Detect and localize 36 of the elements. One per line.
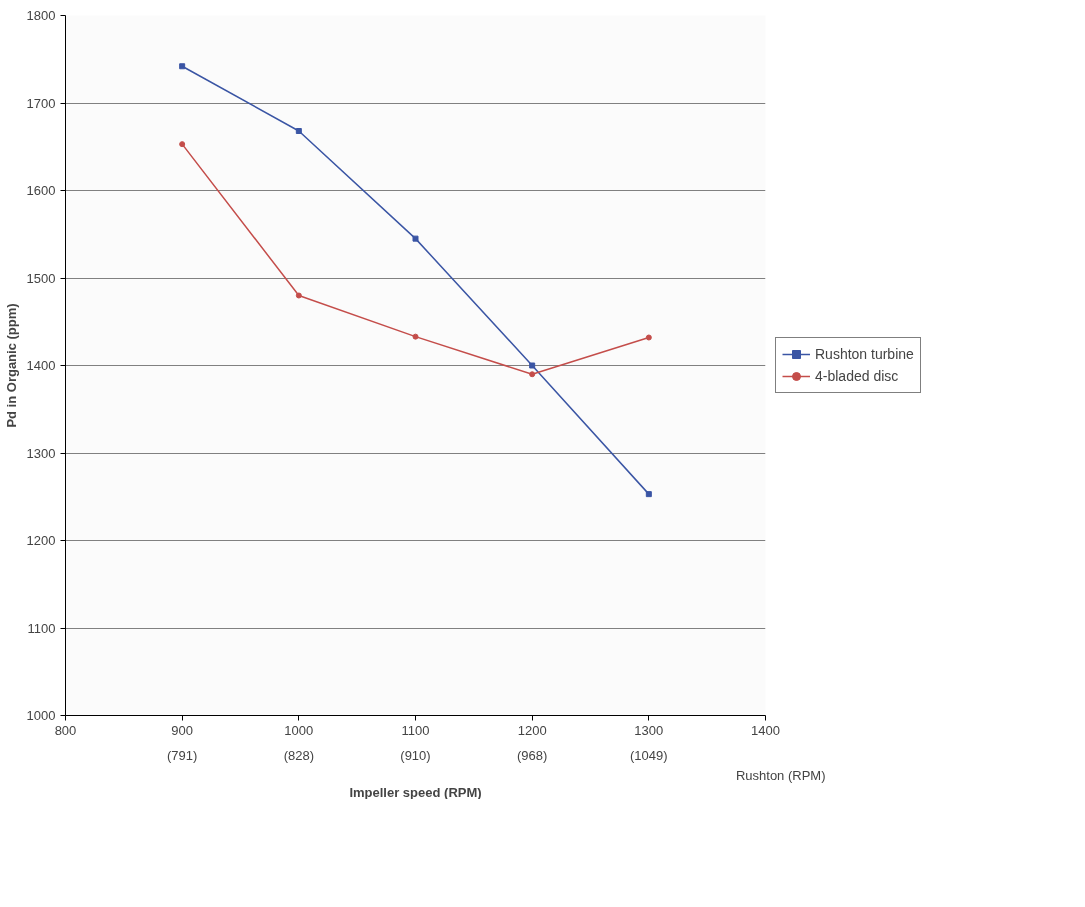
x-tick-label: 1000 — [284, 722, 314, 738]
y-tick-label: 1700 — [26, 95, 56, 111]
legend-label: 4-bladed disc — [815, 368, 899, 384]
y-tick-label: 1200 — [26, 533, 56, 548]
text: (791) — [166, 747, 198, 763]
y-axis-title: Pd in Organic (ppm) — [3, 303, 19, 428]
x-tick-label: 1300 — [634, 722, 664, 738]
x-tick-label: 900 — [171, 722, 194, 738]
text: Rushton (RPM) — [735, 767, 826, 783]
y-tick-label: 1400 — [26, 358, 56, 373]
point — [295, 292, 302, 299]
point — [529, 362, 536, 369]
point — [412, 333, 419, 340]
y-tick-label: 1300 — [26, 445, 56, 461]
point — [645, 334, 652, 341]
y-tick-label: 1800 — [26, 8, 56, 23]
point — [645, 491, 652, 498]
legend-label: Rushton turbine — [815, 346, 914, 362]
point — [295, 128, 302, 134]
text: (1049) — [630, 747, 668, 763]
text: (968) — [516, 747, 548, 763]
y-tick-label: 1000 — [26, 708, 56, 723]
x-tick-label: 800 — [54, 722, 77, 738]
x-tick-label: 1100 — [401, 722, 430, 738]
y-tick-label: 1100 — [27, 620, 56, 636]
point — [179, 63, 186, 70]
point — [412, 235, 419, 242]
text: (828) — [283, 747, 315, 763]
y-tick-label: 1500 — [26, 270, 56, 286]
y-tick-label: 1600 — [26, 183, 56, 198]
x-axis-title: Impeller speed (RPM) — [349, 784, 482, 800]
x-tick-label: 1200 — [517, 722, 547, 738]
x-tick-label: 1400 — [751, 722, 780, 738]
point — [179, 141, 186, 148]
point — [529, 371, 536, 378]
text: (910) — [400, 747, 431, 763]
